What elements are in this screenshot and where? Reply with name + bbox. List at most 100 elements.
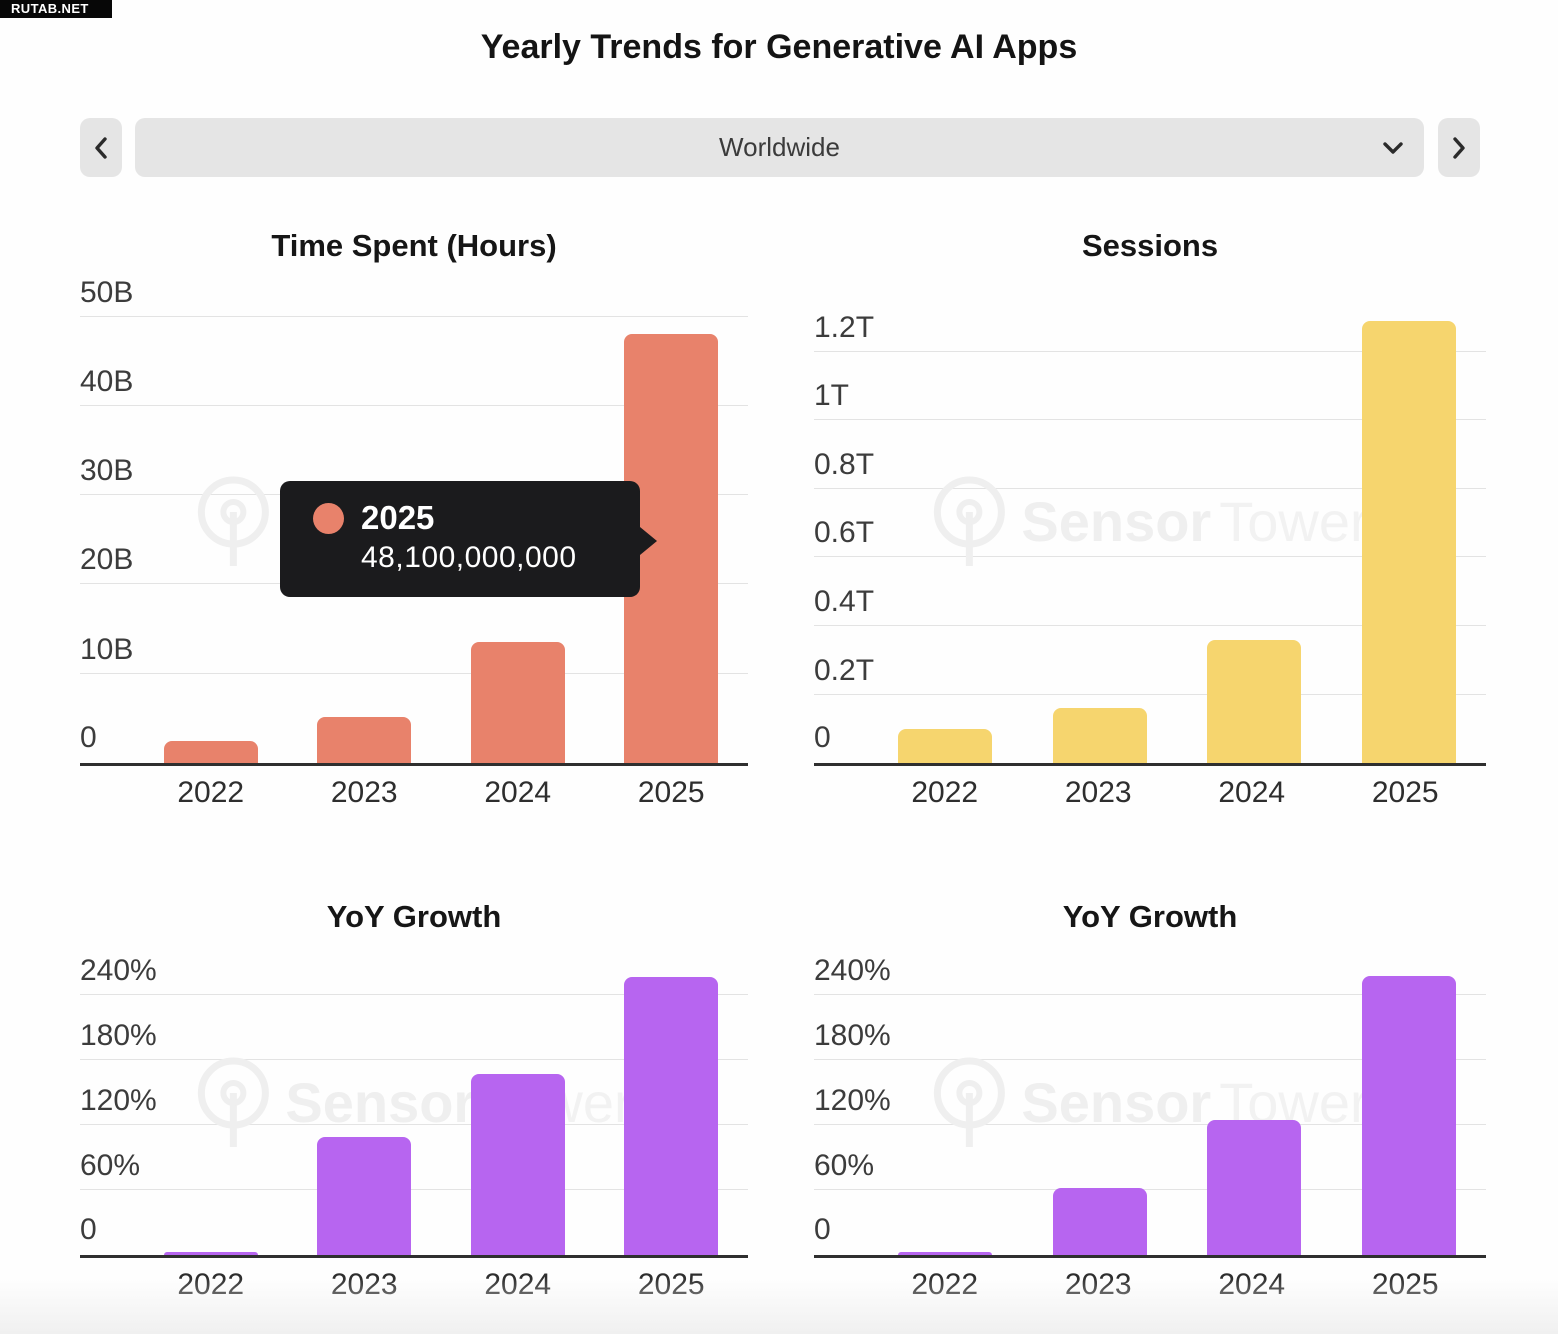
gridline [814,1058,1486,1060]
gridline [814,1188,1486,1190]
bar-2025[interactable] [1361,976,1456,1255]
bar-2023[interactable] [1052,708,1147,763]
x-axis-label: 2022 [177,1268,245,1301]
chevron-left-icon [90,135,112,161]
chart-tooltip: 2025 48,100,000,000 [280,481,657,597]
gridline [80,1188,748,1190]
bar-slot [134,280,288,763]
y-axis-label: 240% [80,953,157,987]
gridline [814,693,1486,695]
bar-slot [1177,950,1332,1255]
x-axis-label: 2024 [1218,776,1286,809]
chart-sessions: Sessions Sensor Tower 0 0.2T 0.4T 0.6T 0.8T 1… [814,212,1486,814]
bar-slot [288,950,442,1255]
gridline [814,993,1486,995]
y-axis-label: 240% [814,953,891,987]
region-dropdown-value: Worldwide [719,132,840,162]
y-axis-label: 120% [814,1083,891,1117]
y-axis-label: 0 [814,721,831,754]
bar-2024[interactable] [1207,639,1302,763]
bars-row [868,950,1486,1255]
bars-row [868,280,1486,763]
y-axis-label: 0 [80,721,97,754]
y-axis-label: 0 [814,1213,831,1246]
bar-slot [1332,950,1487,1255]
bar-2025[interactable] [1361,321,1456,763]
y-axis-label: 40B [80,364,134,398]
gridline [80,315,748,317]
y-axis-label: 30B [80,454,134,488]
bar-2022[interactable] [898,1252,993,1255]
x-axis-label: 2024 [1218,1268,1286,1301]
chart-yoy-growth-time-spent: YoY Growth Sensor Tower 060%120%180%240%… [80,884,748,1306]
bar-slot [595,950,749,1255]
gridline [80,404,748,406]
x-axis-label: 2023 [1064,1268,1132,1301]
bar-slot [868,280,1023,763]
x-axis-label: 2025 [1371,1268,1439,1301]
x-axis-labels: 2022 2023 2024 2025 [134,766,748,814]
gridline [80,1058,748,1060]
previous-button[interactable] [80,118,122,177]
y-axis-label: 60% [814,1148,875,1182]
region-dropdown[interactable]: Worldwide [135,118,1424,177]
x-axis-label: 2025 [1371,776,1439,809]
x-axis-label: 2024 [484,1268,552,1301]
chart-title: Sessions [1081,228,1219,263]
bar-2024[interactable] [470,641,565,763]
bars-row [134,950,748,1255]
y-axis-label: 1.2T [814,310,875,344]
page-title: Yearly Trends for Generative AI Apps [480,28,1078,66]
gridline [80,1123,748,1125]
series-dot-icon [313,503,344,534]
bar-2024[interactable] [1207,1120,1302,1255]
y-axis-label: 0.6T [814,516,875,550]
bar-2023[interactable] [317,1136,412,1255]
gridline [814,350,1486,352]
x-axis-label: 2022 [911,776,979,809]
y-axis-label: 0 [80,1213,97,1246]
chart-plot-area: Sensor Tower 0 0.2T 0.4T 0.6T 0.8T 1T 1.2T [814,280,1486,766]
x-axis-label: 2024 [484,776,552,809]
x-axis-labels: 2022 2023 2024 2025 [868,1258,1482,1306]
x-axis-label: 2022 [911,1268,979,1301]
y-axis-label: 180% [814,1018,891,1052]
chart-title: YoY Growth [1062,899,1238,934]
x-axis-labels: 2022 2023 2024 2025 [868,766,1482,814]
x-axis-label: 2025 [637,1268,705,1301]
chevron-right-icon [1448,135,1470,161]
chart-yoy-growth-sessions: YoY Growth Sensor Tower 0 60% 120% 180% 240%… [814,884,1486,1306]
y-axis-label: 50B [80,275,134,309]
y-axis-label: 20B [80,543,134,577]
bar-2025[interactable] [624,977,719,1255]
bar-slot [868,950,1023,1255]
bar-slot [134,950,288,1255]
bar-2023[interactable] [1052,1187,1147,1255]
bar-2022[interactable] [163,1252,258,1255]
bar-2023[interactable] [317,716,412,763]
gridline [80,993,748,995]
next-button[interactable] [1438,118,1480,177]
chart-title: YoY Growth [326,899,502,934]
bar-slot [1023,950,1178,1255]
bar-2022[interactable] [163,740,258,763]
x-axis-label: 2023 [330,776,398,809]
bar-slot [288,280,442,763]
y-axis-label: 0.2T [814,653,875,687]
y-axis-label: 1T [814,379,850,413]
bar-slot [1332,280,1487,763]
chevron-down-icon [1378,135,1408,161]
x-axis-label: 2022 [177,776,245,809]
y-axis-label: 120% [80,1083,157,1117]
bar-2024[interactable] [470,1073,565,1255]
bar-2022[interactable] [898,728,993,763]
x-axis-label: 2025 [637,776,705,809]
bar-slot [1023,280,1178,763]
gridline [814,556,1486,558]
y-axis-label: 0.8T [814,447,875,481]
site-badge: RUTAB.NET [0,0,112,18]
bar-slot [1177,280,1332,763]
bar-slot [441,950,595,1255]
gridline [814,419,1486,421]
